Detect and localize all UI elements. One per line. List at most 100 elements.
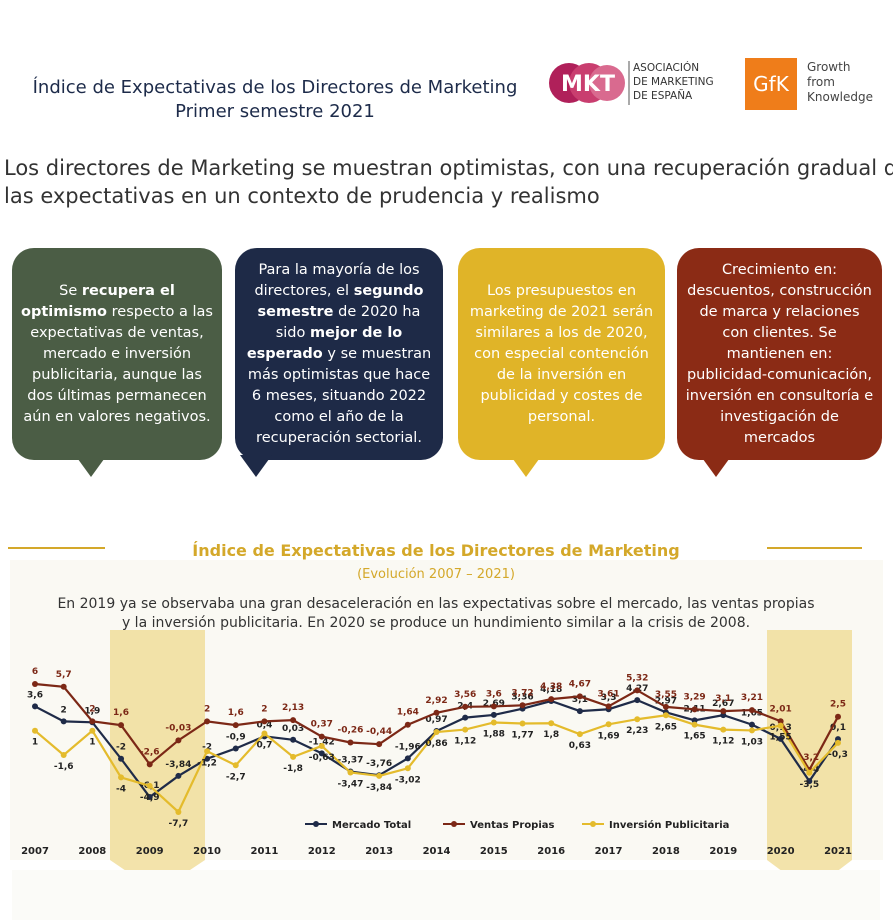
x-tick-label: 2020 xyxy=(767,846,795,857)
speech-bubble: Se recupera el optimismo respecto a las … xyxy=(12,248,222,460)
data-label: -1,8 xyxy=(283,764,303,774)
point xyxy=(318,733,325,740)
point xyxy=(634,697,641,704)
point xyxy=(60,718,67,725)
data-label: 0,63 xyxy=(569,741,591,751)
bubble-tail xyxy=(75,455,107,477)
data-label: 1,6 xyxy=(113,708,129,718)
title: Índice de Expectativas de los Directores… xyxy=(32,77,518,98)
point xyxy=(318,750,325,757)
bubble-tail xyxy=(240,455,272,477)
data-label: 0,03 xyxy=(282,724,304,734)
point xyxy=(490,719,497,726)
data-label: 3,36 xyxy=(511,693,533,703)
data-label: 3,21 xyxy=(741,693,763,703)
x-tick-label: 2017 xyxy=(595,846,623,857)
data-label: 2,67 xyxy=(712,699,734,709)
data-label: -0,9 xyxy=(226,732,246,742)
subtitle: Primer semestre 2021 xyxy=(175,101,375,122)
data-label: -3,2 xyxy=(799,753,819,763)
point xyxy=(748,721,755,728)
point xyxy=(576,731,583,738)
data-label: 1,69 xyxy=(597,731,619,741)
point xyxy=(748,707,755,714)
data-label: 2,01 xyxy=(770,704,792,714)
data-label: -2,6 xyxy=(140,747,160,757)
data-label: 2 xyxy=(89,704,95,714)
logo-text: DE MARKETING xyxy=(633,76,714,88)
data-label: -1,96 xyxy=(395,742,421,752)
data-label: -4 xyxy=(116,784,126,794)
footer-panel xyxy=(12,870,880,920)
point xyxy=(691,706,698,713)
data-label: 2,65 xyxy=(655,722,677,732)
data-label: 2,13 xyxy=(282,703,304,713)
point xyxy=(146,794,153,801)
point xyxy=(691,717,698,724)
point xyxy=(777,735,784,742)
bubble-text-run: Los presupuestos en marketing de 2021 se… xyxy=(469,282,654,425)
x-tick-label: 2012 xyxy=(308,846,336,857)
point xyxy=(32,703,38,710)
data-label: 1,65 xyxy=(741,709,763,719)
data-label: 3,29 xyxy=(683,692,705,702)
data-label: 0,37 xyxy=(311,720,333,730)
point xyxy=(433,729,440,736)
headline-line: las expectativas en un contexto de prude… xyxy=(4,184,600,208)
speech-bubble: Los presupuestos en marketing de 2021 se… xyxy=(458,248,665,460)
point xyxy=(691,721,698,728)
data-label: 3,1 xyxy=(715,694,731,704)
data-label: -0,3 xyxy=(828,750,848,760)
data-label: -3,84 xyxy=(165,760,191,770)
data-label: 3,72 xyxy=(511,688,533,698)
bubble-text-run: recupera el optimismo xyxy=(21,282,175,320)
data-label: 2 xyxy=(61,705,67,715)
legend-swatch xyxy=(313,821,319,827)
data-label: 4,18 xyxy=(540,685,562,695)
data-label: 1,77 xyxy=(511,731,533,741)
data-label: 3,55 xyxy=(655,690,677,700)
point xyxy=(519,720,526,727)
point xyxy=(662,703,669,710)
data-label: 1,88 xyxy=(483,729,505,739)
point xyxy=(806,769,813,776)
point xyxy=(232,745,239,752)
data-label: 1,03 xyxy=(741,737,763,747)
data-label: 3,1 xyxy=(572,695,588,705)
x-tick-label: 2015 xyxy=(480,846,508,857)
data-label: 1,55 xyxy=(770,733,792,743)
speech-bubble: Crecimiento en: descuentos, construcción… xyxy=(677,248,882,460)
point xyxy=(404,765,411,772)
data-label: 2,92 xyxy=(425,696,447,706)
chart-subtitle: (Evolución 2007 – 2021) xyxy=(357,567,515,582)
data-label: 1,12 xyxy=(712,737,734,747)
point xyxy=(32,681,38,687)
data-label: -3,02 xyxy=(395,775,421,785)
point xyxy=(60,683,67,690)
point xyxy=(347,769,354,776)
logo-text: Growth xyxy=(807,60,850,74)
data-label: 3,6 xyxy=(27,690,43,700)
point xyxy=(462,726,469,733)
point xyxy=(347,739,354,746)
point xyxy=(232,762,239,769)
data-label: 1,64 xyxy=(397,708,419,718)
point xyxy=(32,727,38,734)
point xyxy=(662,712,669,719)
point xyxy=(777,718,784,725)
x-tick-label: 2018 xyxy=(652,846,680,857)
point xyxy=(548,720,555,727)
bubble-text: Se recupera el optimismo respecto a las … xyxy=(20,281,214,428)
data-label: -3,5 xyxy=(799,780,819,790)
point xyxy=(175,772,182,779)
bubble-text-run: mejor de lo esperado xyxy=(246,324,403,362)
data-label: 3,61 xyxy=(597,689,619,699)
x-tick-label: 2014 xyxy=(423,846,451,857)
data-label: 1,12 xyxy=(454,737,476,747)
data-label: 5,32 xyxy=(626,673,648,683)
logo-mark: GfK xyxy=(753,72,790,96)
point xyxy=(490,703,497,710)
data-label: -2 xyxy=(202,743,212,753)
point xyxy=(89,727,96,734)
